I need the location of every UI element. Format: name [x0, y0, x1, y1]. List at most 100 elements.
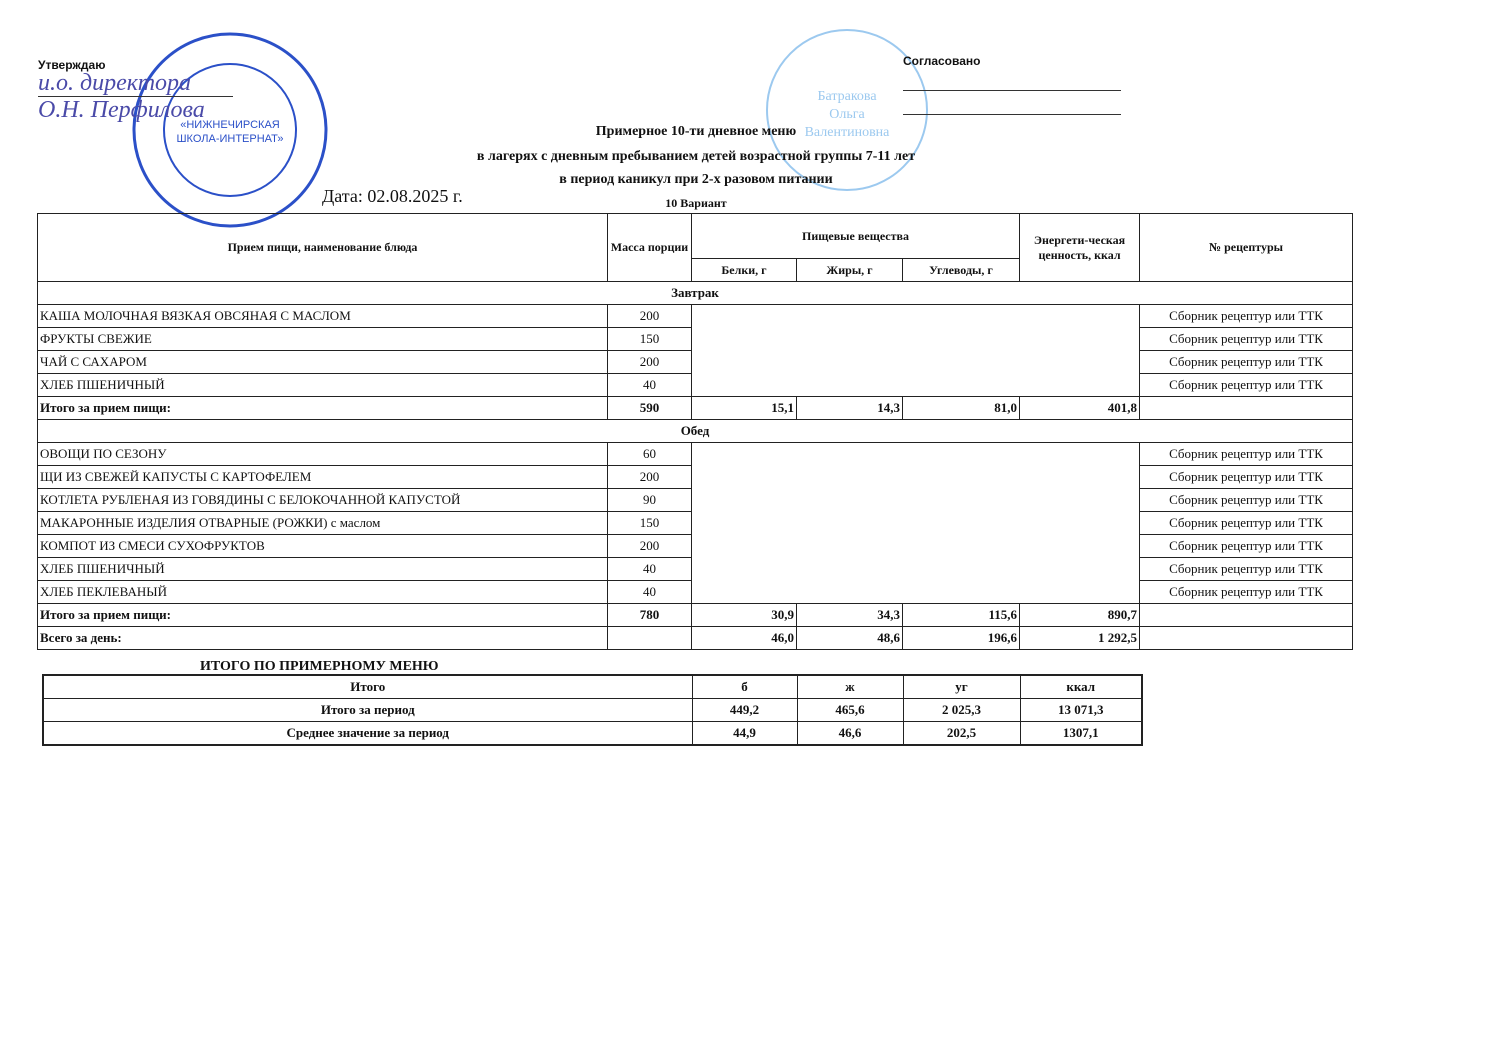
- dish-recipe: Сборник рецептур или ТТК: [1139, 511, 1354, 535]
- dish-mass: 60: [607, 442, 692, 466]
- svg-text:«НИЖНЕЧИРСКАЯ: «НИЖНЕЧИРСКАЯ: [180, 119, 280, 131]
- dish-name: ХЛЕБ ПЕКЛЕВАНЫЙ: [37, 580, 608, 604]
- dish-recipe: Сборник рецептур или ТТК: [1139, 327, 1354, 351]
- dish-name: ХЛЕБ ПШЕНИЧНЫЙ: [37, 557, 608, 581]
- summary-cell: 13 071,3: [1019, 698, 1143, 722]
- title-line-1: Примерное 10-ти дневное меню: [595, 124, 797, 139]
- svg-text:Батракова: Батракова: [817, 89, 877, 104]
- summary-row: Итого б ж уг ккал: [42, 674, 1143, 699]
- meal-title: Завтрак: [36, 281, 1354, 305]
- table-row: МАКАРОННЫЕ ИЗДЕЛИЯ ОТВАРНЫЕ (РОЖКИ) с ма…: [37, 511, 1354, 535]
- nutrients-blank: [690, 442, 1141, 604]
- title-line-3: в период каникул при 2-х разовом питании: [559, 172, 833, 187]
- total-fat: 34,3: [796, 603, 903, 627]
- dish-recipe: Сборник рецептур или ТТК: [1139, 534, 1354, 558]
- col-fat: Жиры, г: [796, 258, 903, 282]
- dish-recipe: Сборник рецептур или ТТК: [1139, 350, 1354, 374]
- menu-table: Прием пищи, наименование блюда Масса порц…: [36, 213, 1354, 650]
- total-energy: 401,8: [1019, 396, 1141, 420]
- total-mass: 590: [607, 396, 692, 420]
- svg-text:ШКОЛА-ИНТЕРНАТ»: ШКОЛА-ИНТЕРНАТ»: [176, 133, 283, 145]
- summary-row: Среднее значение за период 44,9 46,6 202,5 1…: [42, 721, 1143, 746]
- meal-header-lunch: Обед: [36, 419, 1354, 443]
- dish-mass: 200: [607, 350, 692, 374]
- day-total-energy: 1 292,5: [1019, 626, 1141, 650]
- dish-mass: 200: [607, 304, 692, 328]
- summary-cell: 44,9: [691, 721, 798, 746]
- summary-cell: Итого: [42, 674, 693, 699]
- dish-recipe: Сборник рецептур или ТТК: [1139, 304, 1354, 328]
- total-label: Итого за прием пищи:: [37, 603, 608, 627]
- summary-cell: 46,6: [796, 721, 904, 746]
- total-protein: 30,9: [691, 603, 797, 627]
- total-carbs: 81,0: [901, 396, 1021, 420]
- total-mass: 780: [607, 603, 692, 627]
- title-line-2: в лагерях с дневным пребыванием детей во…: [476, 149, 916, 164]
- meal-header-breakfast: Завтрак: [36, 281, 1354, 305]
- summary-cell: б: [691, 674, 798, 699]
- day-total-fat: 48,6: [796, 626, 903, 650]
- variant: 10 Вариант: [665, 196, 727, 210]
- day-total-carbs: 196,6: [901, 626, 1021, 650]
- dish-mass: 200: [607, 465, 692, 489]
- dish-mass: 40: [607, 557, 692, 581]
- dish-name: ФРУКТЫ СВЕЖИЕ: [37, 327, 608, 351]
- total-energy: 890,7: [1019, 603, 1141, 627]
- dish-recipe: Сборник рецептур или ТТК: [1139, 580, 1354, 604]
- agreed-label: Согласовано: [903, 54, 981, 68]
- summary-cell: уг: [902, 674, 1021, 699]
- dish-name: ЩИ ИЗ СВЕЖЕЙ КАПУСТЫ С КАРТОФЕЛЕМ: [37, 465, 608, 489]
- dish-name: КОТЛЕТА РУБЛЕНАЯ ИЗ ГОВЯДИНЫ С БЕЛОКОЧАН…: [37, 488, 608, 512]
- summary-row: Итого за период 449,2 465,6 2 025,3 13 071,3: [42, 698, 1143, 722]
- total-carbs: 115,6: [901, 603, 1021, 627]
- dish-recipe: Сборник рецептур или ТТК: [1139, 465, 1354, 489]
- col-carbs: Углеводы, г: [901, 258, 1021, 282]
- dish-recipe: Сборник рецептур или ТТК: [1139, 488, 1354, 512]
- dish-mass: 150: [607, 327, 692, 351]
- summary-cell: 465,6: [796, 698, 904, 722]
- agreed-stamp: Батракова Ольга Валентиновна: [766, 29, 928, 191]
- col-mass: Масса порции: [607, 213, 692, 282]
- col-dish: Прием пищи, наименование блюда: [37, 213, 608, 282]
- svg-text:Валентиновна: Валентиновна: [805, 125, 891, 140]
- table-row: ХЛЕБ ПЕКЛЕВАНЫЙ 40 Сборник рецептур или ТТ…: [37, 580, 1354, 604]
- summary-cell: 2 025,3: [902, 698, 1021, 722]
- dish-recipe: Сборник рецептур или ТТК: [1139, 557, 1354, 581]
- dish-mass: 90: [607, 488, 692, 512]
- blank: [607, 626, 692, 650]
- table-row: КАША МОЛОЧНАЯ ВЯЗКАЯ ОВСЯНАЯ С МАСЛОМ 200…: [37, 304, 1354, 397]
- col-recipe: № рецептуры: [1139, 213, 1354, 282]
- blank: [1139, 603, 1354, 627]
- dish-name: МАКАРОННЫЕ ИЗДЕЛИЯ ОТВАРНЫЕ (РОЖКИ) с ма…: [37, 511, 608, 535]
- total-label: Итого за прием пищи:: [37, 396, 608, 420]
- col-nutrients: Пищевые вещества: [690, 213, 1021, 259]
- dish-name: ЧАЙ С САХАРОМ: [37, 350, 608, 374]
- summary-cell: Среднее значение за период: [42, 721, 693, 746]
- table-row: ЧАЙ С САХАРОМ 200 Сборник рецептур или ТТК: [37, 350, 1354, 374]
- meal-total-row: Итого за прием пищи: 590 15,1 14,3 81,0 401,8: [37, 396, 1354, 420]
- summary-cell: 1307,1: [1019, 721, 1143, 746]
- table-row: КОМПОТ ИЗ СМЕСИ СУХОФРУКТОВ 200 Сборник ре…: [37, 534, 1354, 558]
- day-total-row: Всего за день: 46,0 48,6 196,6 1 292,5: [37, 626, 1354, 650]
- total-protein: 15,1: [691, 396, 797, 420]
- blank: [1139, 626, 1354, 650]
- dish-mass: 150: [607, 511, 692, 535]
- col-protein: Белки, г: [691, 258, 797, 282]
- table-row: КОТЛЕТА РУБЛЕНАЯ ИЗ ГОВЯДИНЫ С БЕЛОКОЧАН…: [37, 488, 1354, 512]
- dish-recipe: Сборник рецептур или ТТК: [1139, 373, 1354, 397]
- total-fat: 14,3: [796, 396, 903, 420]
- summary-cell: 202,5: [902, 721, 1021, 746]
- svg-text:Ольга: Ольга: [829, 107, 865, 122]
- dish-recipe: Сборник рецептур или ТТК: [1139, 442, 1354, 466]
- meal-title: Обед: [36, 419, 1354, 443]
- summary-cell: 449,2: [691, 698, 798, 722]
- dish-mass: 40: [607, 580, 692, 604]
- summary-title: ИТОГО ПО ПРИМЕРНОМУ МЕНЮ: [200, 659, 439, 674]
- dish-mass: 40: [607, 373, 692, 397]
- dish-name: ОВОЩИ ПО СЕЗОНУ: [37, 442, 608, 466]
- col-energy: Энергети-ческая ценность, ккал: [1019, 213, 1141, 282]
- dish-name: ХЛЕБ ПШЕНИЧНЫЙ: [37, 373, 608, 397]
- summary-table: Итого б ж уг ккал Итого за период 449,2 465,6 2 …: [42, 674, 1143, 746]
- dish-name: КОМПОТ ИЗ СМЕСИ СУХОФРУКТОВ: [37, 534, 608, 558]
